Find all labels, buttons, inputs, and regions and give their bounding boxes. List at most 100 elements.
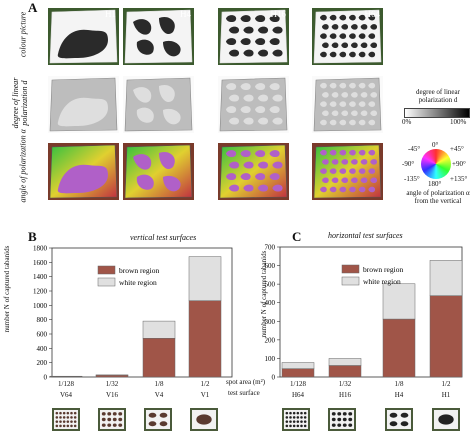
column-tag-h64: H64 (364, 9, 381, 19)
y-tick-label: 1800 (33, 245, 48, 253)
legend-label: white region (363, 277, 401, 286)
panel-a-photo-r2-c1 (48, 76, 119, 133)
aop-label-tl: -45° (408, 145, 421, 153)
bar-brown-region (382, 318, 416, 378)
bar-brown-region (188, 300, 222, 378)
y-tick-label: 800 (37, 316, 48, 324)
y-tick-label: 500 (265, 281, 276, 289)
y-tick-label: 0 (44, 374, 48, 382)
y-tick-label: 0 (272, 374, 276, 382)
panel-a-letter: A (28, 0, 38, 15)
test-surface-thumbnail (432, 408, 460, 431)
panel-a-photo-r3-c4 (312, 143, 383, 200)
y-tick-label: 200 (37, 359, 48, 367)
bar-white-region (188, 256, 222, 301)
test-surface-label: V16 (105, 391, 119, 399)
test-surface-label: H4 (394, 391, 404, 399)
test-surface-label: V1 (200, 391, 210, 399)
aop-label-br: +135° (450, 175, 468, 183)
legend-swatch (341, 264, 360, 274)
y-tick-label: 400 (265, 299, 276, 307)
test-surface-label: H16 (338, 391, 352, 399)
panel-a-photo-r1-c4: H64 (312, 8, 383, 65)
spot-area-label: 1/8 (154, 380, 164, 388)
aop-label-right: +90° (452, 160, 466, 168)
y-tick-label: 200 (265, 336, 276, 344)
bar-white-region (281, 362, 315, 369)
aop-label-top: 0° (432, 141, 439, 149)
dop-max-label: 100% (450, 118, 467, 126)
chart-b-title: vertical test surfaces (130, 233, 197, 242)
legend-swatch (97, 277, 116, 287)
spot-area-row-label: spot area (m²) (226, 378, 266, 386)
spot-area-label: 1/2 (200, 380, 210, 388)
y-tick-label: 300 (265, 318, 276, 326)
bar-brown-region (281, 368, 315, 378)
test-surface-row-label: test surface (228, 389, 260, 397)
y-tick-label: 600 (265, 262, 276, 270)
legend-swatch (97, 265, 116, 275)
spot-area-label: 1/128 (58, 380, 74, 388)
panel-a-photo-r3-c2 (123, 143, 194, 200)
spot-area-label: 1/128 (290, 380, 306, 388)
aop-label-bottom: 180° (428, 180, 442, 188)
column-tag-h1: H1 (105, 9, 116, 19)
aop-color-wheel (421, 149, 451, 179)
aop-label-tr: +45° (450, 145, 464, 153)
test-surface-thumbnail (190, 408, 218, 431)
y-tick-label: 1400 (33, 273, 48, 281)
panel-c-letter: C (292, 229, 302, 244)
aop-label-bl: -135° (404, 175, 420, 183)
panel-a-photo-r3-c3 (218, 143, 289, 200)
y-tick-label: 100 (265, 355, 276, 363)
spot-area-label: 1/32 (105, 380, 119, 388)
y-tick-label: 1000 (33, 302, 48, 310)
panel-a-photo-r1-c1: H1 (48, 8, 119, 65)
aop-label-left: -90° (402, 160, 415, 168)
y-tick-label: 700 (265, 244, 276, 252)
panel-a-photo-r2-c2 (123, 76, 194, 133)
aop-legend-caption: angle of polarization α from the vertica… (406, 189, 470, 205)
bar-white-region (382, 283, 416, 320)
test-surface-thumbnail (144, 408, 172, 431)
bar-white-region (142, 320, 176, 339)
chart-c-title: horizontal test surfaces (328, 231, 403, 240)
panel-a-photo-r2-c3 (218, 76, 289, 133)
spot-area-label: 1/8 (394, 380, 404, 388)
bar-brown-region (328, 365, 362, 378)
bar-brown-region (142, 338, 176, 378)
bar-white-region (328, 358, 362, 366)
plot-frame (51, 247, 233, 378)
y-tick-label: 600 (37, 331, 48, 339)
test-surface-label: H64 (291, 391, 305, 399)
bar-white-region (429, 260, 463, 296)
panel-a-photo-r1-c3: H16 (218, 8, 289, 65)
spot-area-label: 1/32 (338, 380, 352, 388)
column-tag-h4: H4 (180, 9, 191, 19)
test-surface-label: V64 (59, 391, 73, 399)
test-surface-thumbnail (328, 408, 356, 431)
legend-label: brown region (363, 265, 403, 274)
y-tick-label: 1600 (33, 259, 48, 267)
dop-min-label: 0% (402, 118, 412, 126)
y-tick-label: 400 (37, 345, 48, 353)
test-surface-label: V4 (154, 391, 164, 399)
test-surface-thumbnail (385, 408, 413, 431)
column-tag-h16: H16 (270, 9, 287, 19)
test-surface-thumbnail (98, 408, 126, 431)
panel-a-photo-r1-c2: H4 (123, 8, 194, 65)
test-surface-thumbnail (282, 408, 310, 431)
panel-a-photo-r2-c4 (312, 76, 383, 133)
chart-b: 0 200 400 600 800 1000 1200 1400 1600 1800 brown r… (33, 245, 233, 382)
dop-colorbar (404, 108, 470, 118)
panel-a-photo-r3-c1 (48, 143, 119, 200)
panel-b-letter: B (28, 229, 37, 244)
dop-legend-title: degree of linear polarization d (416, 88, 460, 104)
test-surface-label: H1 (441, 391, 451, 399)
legend-label: white region (119, 278, 157, 287)
legend-label: brown region (119, 266, 159, 275)
y-tick-label: 1200 (33, 288, 48, 296)
spot-area-label: 1/2 (441, 380, 451, 388)
test-surface-thumbnail (52, 408, 80, 431)
legend-swatch (341, 276, 360, 286)
